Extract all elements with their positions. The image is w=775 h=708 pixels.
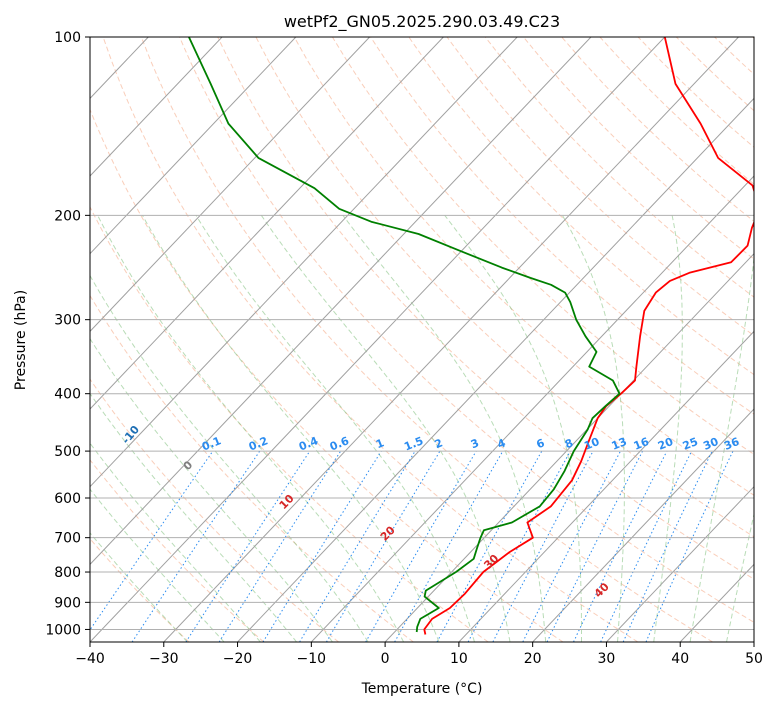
y-tick-label: 200 [54,208,81,224]
dry-adiabat [90,459,265,642]
moist-adiabat [97,215,405,642]
isotherm [90,37,223,177]
moist-adiabat [90,488,225,642]
isotherm [163,37,739,642]
dry-adiabat [90,205,489,642]
mixing-ratio-line [645,450,734,642]
moist-adiabat [142,215,440,642]
x-tick-label: 20 [524,651,542,667]
moist-adiabat [561,215,625,642]
dry-adiabat [370,37,754,415]
mixing-ratio-label: 20 [656,435,675,453]
isotherm [384,252,754,642]
y-axis-ticks: 100 200 300 400 500 600 700 800 900 1000 [45,30,90,638]
isotherm [90,37,297,255]
mixing-ratio-line [218,450,342,642]
x-tick-label: 30 [598,651,616,667]
dry-adiabat [179,37,754,623]
y-tick-label: 300 [54,313,81,329]
mixing-ratio-line [436,450,543,642]
isotherm [90,37,518,488]
mixing-ratio-label: 3 [469,436,481,451]
mixing-ratio-line [299,450,416,642]
temperature-profile [423,37,754,635]
dry-adiabat [484,37,754,298]
isotherm [310,175,754,642]
mixing-ratio-line [131,450,261,642]
y-axis-label: Pressure (hPa) [13,290,29,390]
y-tick-label: 600 [54,491,81,507]
chart-title: wetPf2_GN05.2025.290.03.49.C23 [284,12,560,32]
moist-adiabat [90,337,333,642]
moist-adiabat [195,215,475,642]
x-tick-label: 40 [671,651,689,667]
background-lines [90,37,754,642]
moist-adiabat [653,215,683,642]
isotherm [90,37,592,566]
sounding-profiles [188,37,754,635]
isotherm [237,97,754,642]
mixing-ratio-line [185,450,311,642]
moist-adiabat [90,274,369,642]
x-axis-ticks: −40 −30 −20 −10 0 10 20 30 40 50 [75,642,763,667]
x-tick-label: −30 [149,651,179,667]
moist-adiabat [342,215,547,642]
plot-frame [89,36,755,643]
dewpoint-profile [188,37,621,633]
y-tick-label: 800 [54,565,81,581]
x-tick-label: 50 [745,651,763,667]
mixing-ratio-label: 36 [722,435,741,453]
y-tick-label: 700 [54,531,81,547]
y-tick-label: 500 [54,444,81,460]
dry-adiabat [408,37,754,376]
mixing-ratio-label: 30 [701,435,720,453]
isotherm [532,408,754,642]
x-tick-label: −40 [75,651,105,667]
x-axis-label: Temperature (°C) [361,681,483,697]
isotherm [90,37,371,333]
mixing-ratio-line [546,450,644,642]
mixing-ratio-label: 8 [563,436,575,451]
moist-adiabat [90,532,188,642]
x-tick-label: 10 [450,651,468,667]
dry-adiabat [90,108,564,642]
y-tick-label: 400 [54,387,81,403]
mixing-ratio-line [90,450,214,631]
mixing-ratio-label: 13 [610,435,629,453]
x-tick-label: −10 [297,651,327,667]
dry-adiabat [90,537,190,642]
isotherm [606,485,754,642]
isotherm [90,37,444,410]
isotherm [458,330,754,642]
mixing-ratio-label: 1 [374,436,386,451]
x-tick-label: −20 [223,651,253,667]
mixing-ratio-label: 10 [582,435,601,453]
mixing-ratio-label: 25 [681,435,700,453]
mixing-ratio-label: 16 [632,435,651,453]
dry-adiabat [102,37,639,642]
y-tick-label: 1000 [45,622,81,638]
mixing-ratio-line [522,450,621,642]
mixing-ratio-line [573,450,668,642]
dry-adiabat [140,37,713,642]
moist-adiabat [90,442,261,642]
mixing-ratio-line [394,450,504,642]
y-tick-label: 900 [54,595,81,611]
dry-adiabat [217,37,754,580]
isotherm [90,37,666,642]
moist-adiabat [260,215,511,642]
y-tick-label: 100 [54,30,81,46]
moist-adiabat [90,392,297,642]
dry-adiabat [293,37,754,496]
x-tick-label: 0 [381,651,390,667]
mixing-ratio-label: 2 [433,436,445,451]
mixing-ratio-line [467,450,571,642]
mixing-ratio-line [262,450,382,642]
